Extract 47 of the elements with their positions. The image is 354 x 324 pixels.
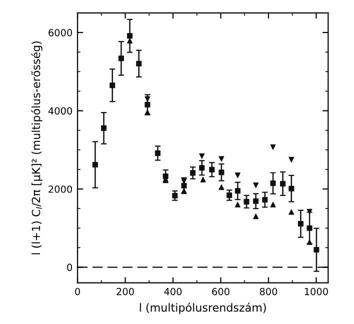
x-tick-label: 0	[75, 288, 80, 296]
y-tick-label: 4000	[48, 107, 72, 115]
point	[181, 182, 187, 188]
x-tick-label: 600	[212, 288, 230, 296]
point	[226, 192, 232, 198]
x-tick-label: 1000	[304, 288, 328, 296]
point	[190, 170, 196, 176]
point	[234, 202, 240, 208]
point	[136, 60, 142, 66]
point	[288, 156, 294, 162]
point	[298, 221, 304, 227]
point	[218, 184, 224, 190]
point	[234, 172, 240, 178]
point	[234, 188, 240, 194]
point	[144, 102, 150, 108]
x-tick-label: 200	[116, 288, 134, 296]
x-tick-label: 400	[164, 288, 182, 296]
point	[314, 247, 320, 253]
point	[110, 82, 116, 88]
point	[280, 180, 286, 186]
x-axis-title: l (multipólusrendszám)	[140, 302, 266, 314]
x-tick-label: 800	[260, 288, 278, 296]
point	[92, 162, 98, 168]
point	[218, 170, 224, 176]
point	[288, 186, 294, 192]
point	[199, 165, 205, 171]
point	[253, 182, 259, 188]
point	[288, 209, 294, 215]
point	[270, 202, 276, 208]
point	[209, 166, 215, 172]
y-tick-label: 0	[67, 264, 72, 272]
point	[270, 180, 276, 186]
point	[154, 150, 160, 156]
point	[218, 156, 224, 162]
point	[253, 214, 259, 220]
point	[101, 125, 107, 131]
point	[244, 198, 250, 204]
point	[127, 33, 133, 39]
point	[253, 198, 259, 204]
y-axis-title: l (l+1) C$_{l}$/2π [μK]² (multipólus-erősség)	[31, 41, 42, 254]
point	[270, 144, 276, 150]
y-tick-label: 6000	[48, 28, 72, 36]
y-tick-label: 2000	[48, 185, 72, 193]
point	[306, 225, 312, 231]
point	[262, 196, 268, 202]
point	[199, 153, 205, 159]
point	[118, 56, 124, 62]
